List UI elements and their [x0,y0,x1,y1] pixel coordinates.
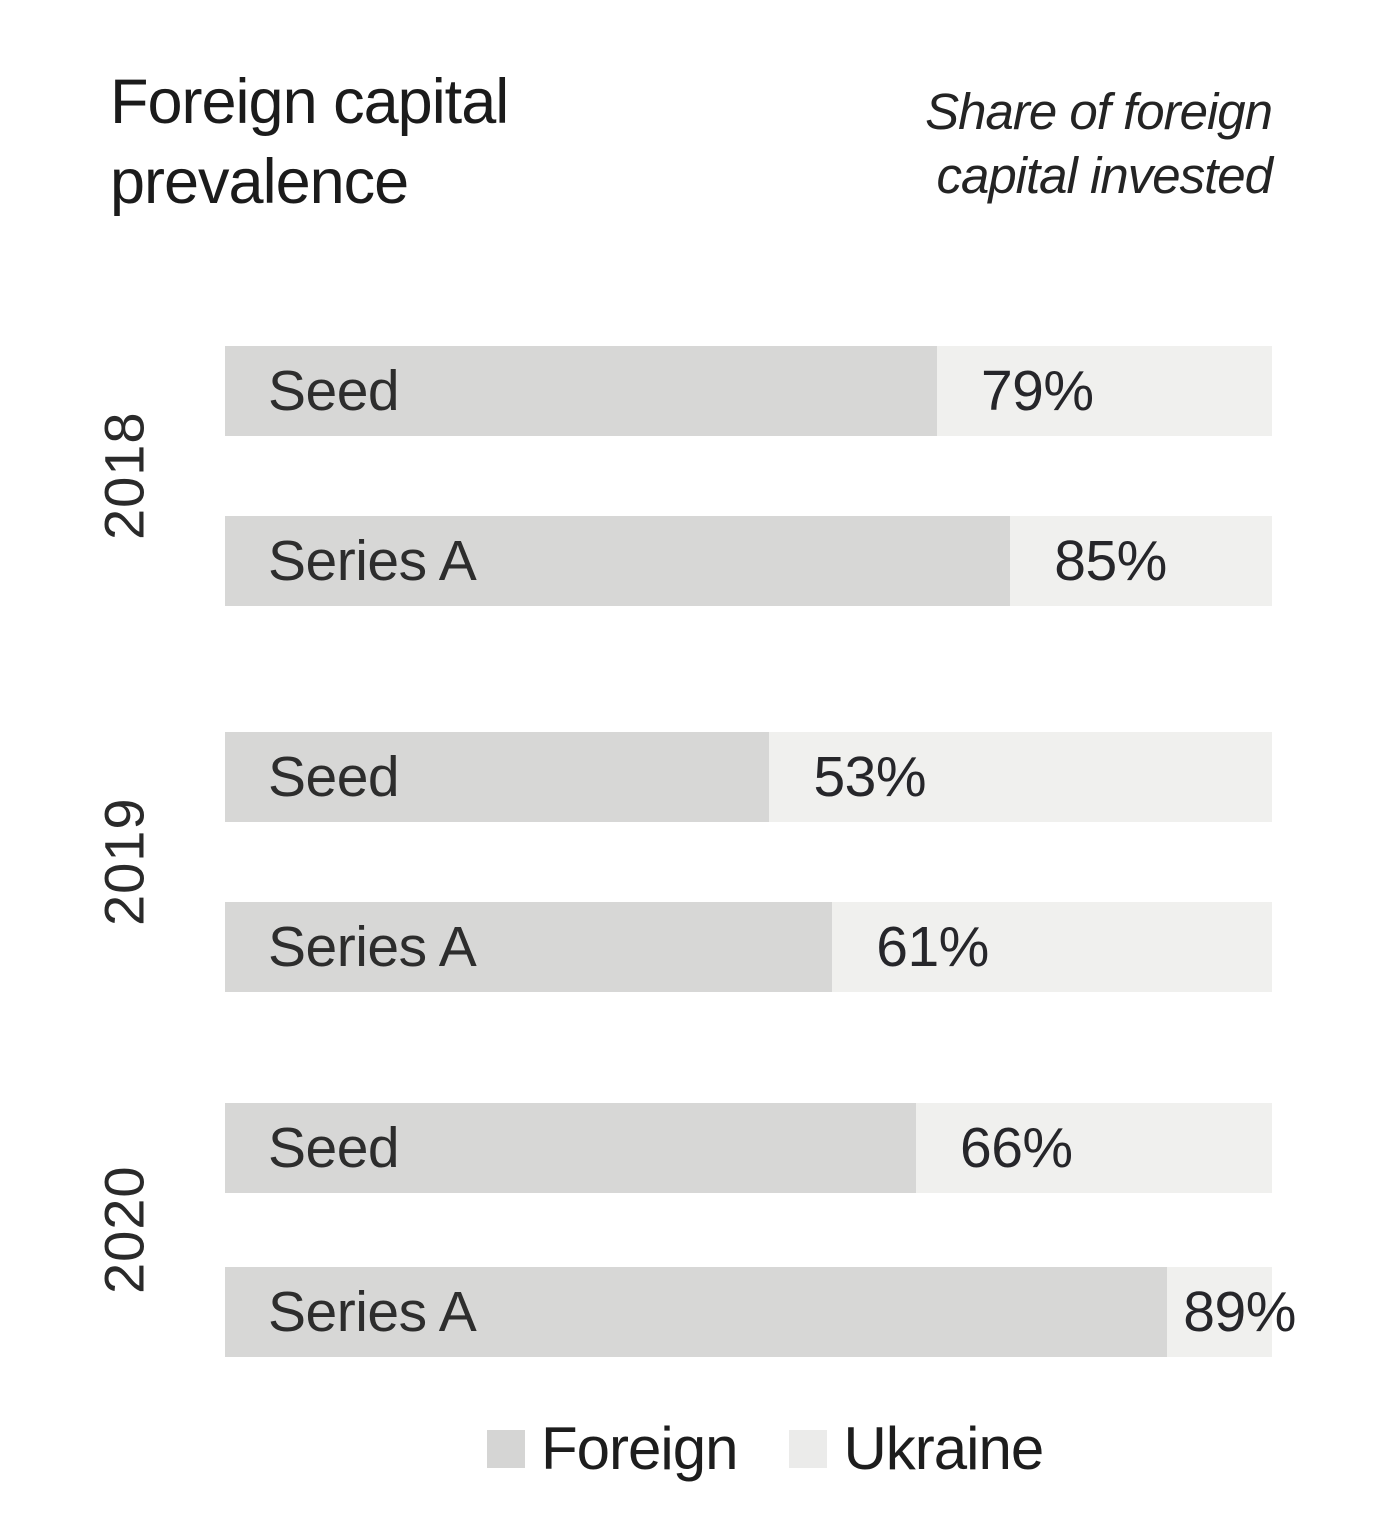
bar-row-2019-seed: Seed 53% [225,732,1272,822]
bar-foreign-segment: Series A [225,516,1011,606]
bar-label: Series A [268,529,477,593]
bar-value-label: 66% [960,1116,1073,1180]
bar-row-2019-series-a: Series A 61% [225,902,1272,992]
bar-label: Series A [268,915,477,979]
foreign-swatch-icon [487,1429,525,1468]
bar-value-label: 89% [1183,1280,1296,1344]
legend-item-ukraine: Ukraine [789,1414,1044,1483]
bar-value-label: 79% [980,359,1094,423]
bar-value-label: 85% [1054,529,1167,593]
legend: Foreign Ukraine [487,1414,1044,1483]
bar-row-2020-seed: Seed 66% [225,1103,1272,1193]
bar-foreign-segment: Seed [225,346,937,436]
year-label-2018: 2018 [92,411,156,541]
legend-label-foreign: Foreign [541,1415,738,1482]
bar-label: Seed [268,745,400,809]
legend-label-ukraine: Ukraine [843,1415,1044,1482]
chart-subtitle: Share of foreign capital invested [925,80,1273,208]
chart-subtitle-line1: Share of foreign [925,83,1273,140]
chart-title-line1: Foreign capital [110,67,509,137]
bar-foreign-segment: Seed [225,732,770,822]
bar-label: Seed [268,359,400,423]
chart-subtitle-line2: capital invested [936,147,1273,204]
bar-foreign-segment: Seed [225,1103,917,1193]
bar-row-2020-series-a: Series A 89% [225,1267,1296,1357]
bar-label: Seed [268,1116,400,1180]
bar-foreign-segment: Series A [225,1267,1168,1357]
bar-row-2018-seed: Seed 79% [225,346,1272,436]
year-label-2019: 2019 [92,797,156,927]
bar-value-label: 61% [876,915,989,979]
bar-row-2018-series-a: Series A 85% [225,516,1272,606]
chart-title: Foreign capital prevalence [110,62,509,222]
legend-item-foreign: Foreign [487,1414,738,1483]
bar-foreign-segment: Series A [225,902,833,992]
bar-label: Series A [268,1280,477,1344]
year-label-2020: 2020 [92,1165,156,1295]
chart-title-line2: prevalence [110,147,409,217]
ukraine-swatch-icon [789,1429,828,1468]
bar-value-label: 53% [813,745,927,809]
